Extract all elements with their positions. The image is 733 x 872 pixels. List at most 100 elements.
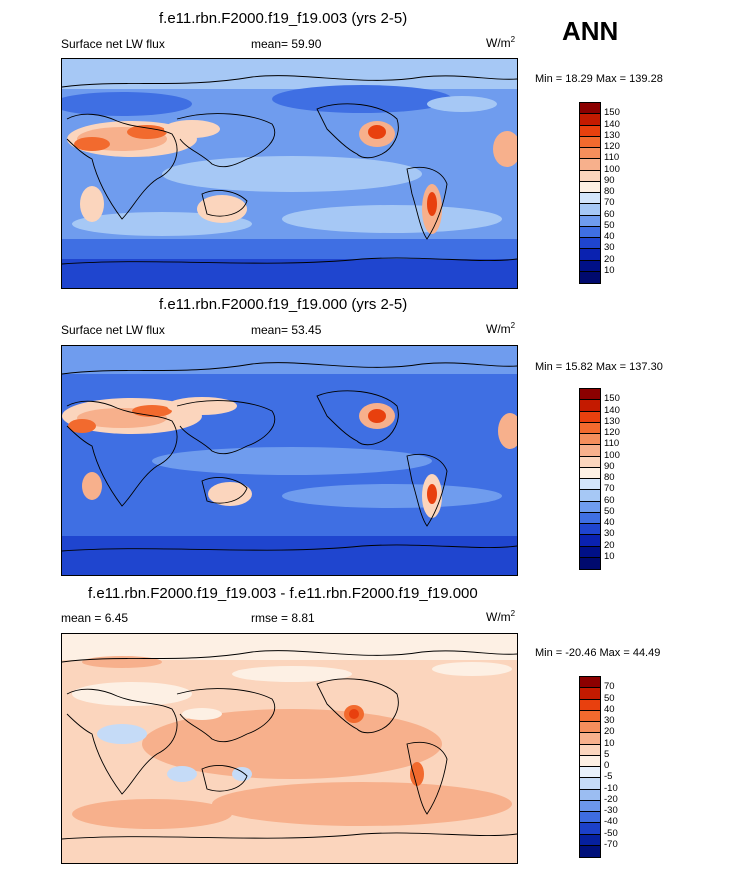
colorbar-tick-label: 50	[604, 219, 615, 231]
colorbar-segment	[580, 226, 600, 238]
colorbar-segment	[580, 733, 600, 745]
panel-2-variable-label: Surface net LW flux	[61, 323, 165, 337]
panel-3-units: W/m2	[486, 609, 516, 624]
colorbar-tick-label: 60	[604, 494, 615, 506]
colorbar-segment	[580, 271, 600, 283]
colorbar-segment	[580, 789, 600, 801]
colorbar-segment	[580, 778, 600, 790]
colorbar-segment	[580, 260, 600, 272]
colorbar-tick-label: 40	[604, 703, 615, 715]
colorbar-segment	[580, 524, 600, 536]
panel-1-minmax: Min = 18.29 Max = 139.28	[535, 73, 663, 85]
colorbar-segment	[580, 136, 600, 148]
panel-1-variable-label: Surface net LW flux	[61, 37, 165, 51]
colorbar-segment	[580, 181, 600, 193]
colorbar-tick-label: 80	[604, 186, 615, 197]
colorbar-tick-label: 120	[604, 427, 620, 438]
colorbar-segment	[580, 148, 600, 160]
colorbar-tick-label: 80	[604, 472, 615, 483]
colorbar-tick-label: 50	[604, 505, 615, 517]
colorbar-tick-label: 70	[604, 197, 615, 209]
colorbar-tick-label: 110	[604, 152, 620, 164]
colorbar-tick-label: -20	[604, 793, 618, 805]
colorbar-tick-label: 60	[604, 208, 615, 220]
panel-1-colorbar	[579, 102, 601, 284]
colorbar-tick-label: 100	[604, 449, 620, 461]
colorbar-tick-label: 10	[604, 550, 615, 562]
colorbar-segment	[580, 699, 600, 711]
panel-1-map	[61, 58, 518, 289]
colorbar-tick-label: 90	[604, 174, 615, 186]
colorbar-segment	[580, 456, 600, 468]
colorbar-segment	[580, 557, 600, 569]
colorbar-segment	[580, 501, 600, 513]
panel-2-mean-label: mean= 53.45	[251, 323, 322, 337]
colorbar-tick-label: 100	[604, 163, 620, 175]
colorbar-segment	[580, 114, 600, 126]
colorbar-segment	[580, 490, 600, 502]
colorbar-segment	[580, 823, 600, 835]
colorbar-segment	[580, 710, 600, 722]
colorbar-tick-label: 30	[604, 528, 615, 540]
colorbar-tick-label: 20	[604, 726, 615, 738]
panel-1-units: W/m2	[486, 35, 516, 50]
colorbar-tick-label: 40	[604, 517, 615, 528]
colorbar-tick-label: 10	[604, 264, 615, 276]
colorbar-segment	[580, 159, 600, 171]
colorbar-tick-label: 130	[604, 415, 620, 427]
panel-2-minmax: Min = 15.82 Max = 137.30	[535, 361, 663, 373]
colorbar-segment	[580, 845, 600, 857]
colorbar-segment	[580, 238, 600, 250]
panel-3-map	[61, 633, 518, 864]
colorbar-tick-label: 140	[604, 404, 620, 416]
panel-2-units: W/m2	[486, 321, 516, 336]
panel-2-colorbar	[579, 388, 601, 570]
colorbar-segment	[580, 215, 600, 227]
panel-3-mean-label: mean = 6.45	[61, 611, 129, 625]
colorbar-segment	[580, 125, 600, 137]
colorbar-tick-label: 150	[604, 107, 620, 119]
colorbar-tick-label: 50	[604, 692, 615, 704]
colorbar-segment	[580, 249, 600, 261]
colorbar-segment	[580, 834, 600, 846]
colorbar-tick-label: 20	[604, 539, 615, 551]
colorbar-segment	[580, 767, 600, 779]
panel-3-title: f.e11.rbn.F2000.f19_f19.003 - f.e11.rbn.…	[88, 585, 478, 602]
colorbar-segment	[580, 744, 600, 756]
colorbar-segment	[580, 467, 600, 479]
panel-3-minmax: Min = -20.46 Max = 44.49	[535, 647, 661, 659]
colorbar-tick-label: 150	[604, 393, 620, 405]
colorbar-tick-label: 5	[604, 748, 610, 760]
colorbar-segment	[580, 103, 600, 115]
colorbar-tick-label: 70	[604, 483, 615, 495]
colorbar-segment	[580, 677, 600, 689]
colorbar-segment	[580, 800, 600, 812]
colorbar-tick-label: 20	[604, 253, 615, 265]
colorbar-segment	[580, 411, 600, 423]
panel-3-colorbar	[579, 676, 601, 858]
colorbar-segment	[580, 422, 600, 434]
colorbar-segment	[580, 535, 600, 547]
panel-1-mean-label: mean= 59.90	[251, 37, 322, 51]
colorbar-tick-label: 0	[604, 760, 610, 771]
colorbar-segment	[580, 812, 600, 824]
colorbar-tick-label: 90	[604, 460, 615, 472]
panel-1-title: f.e11.rbn.F2000.f19_f19.003 (yrs 2-5)	[159, 10, 408, 27]
colorbar-tick-label: 30	[604, 715, 615, 726]
colorbar-tick-label: 120	[604, 141, 620, 152]
colorbar-tick-label: 110	[604, 438, 620, 450]
colorbar-tick-label: 70	[604, 681, 615, 693]
colorbar-segment	[580, 445, 600, 457]
colorbar-tick-label: -10	[604, 782, 618, 794]
colorbar-tick-label: 10	[604, 737, 615, 749]
panel-3-rmse-label: rmse = 8.81	[251, 611, 315, 625]
season-label: ANN	[562, 16, 619, 46]
colorbar-segment	[580, 400, 600, 412]
colorbar-segment	[580, 722, 600, 734]
colorbar-segment	[580, 688, 600, 700]
colorbar-segment	[580, 434, 600, 446]
colorbar-tick-label: -40	[604, 816, 618, 828]
colorbar-segment	[580, 755, 600, 767]
panel-2-title: f.e11.rbn.F2000.f19_f19.000 (yrs 2-5)	[159, 296, 408, 313]
colorbar-segment	[580, 479, 600, 491]
